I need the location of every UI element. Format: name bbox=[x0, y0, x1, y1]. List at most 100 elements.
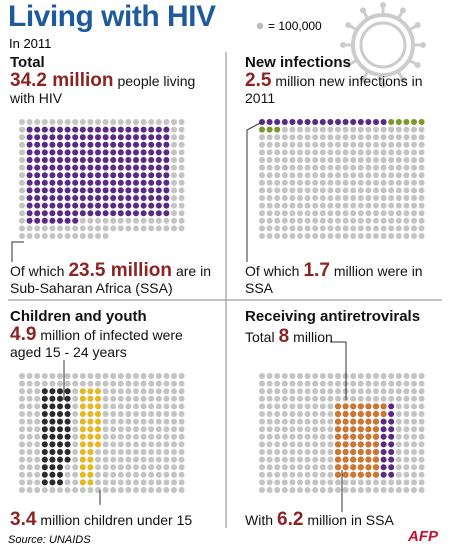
data-dot bbox=[49, 403, 56, 410]
grid-dot bbox=[327, 464, 334, 471]
grid-dot bbox=[395, 164, 402, 171]
grid-dot bbox=[380, 149, 387, 156]
grid-dot bbox=[274, 141, 281, 148]
data-dot bbox=[64, 134, 71, 141]
data-dot bbox=[102, 179, 109, 186]
grid-dot bbox=[418, 380, 425, 387]
grid-dot bbox=[259, 380, 265, 387]
data-dot bbox=[64, 217, 71, 224]
grid-dot bbox=[373, 388, 379, 395]
grid-dot bbox=[388, 487, 395, 493]
grid-dot bbox=[357, 210, 364, 217]
data-dot bbox=[373, 471, 379, 478]
grid-dot bbox=[365, 217, 372, 224]
grid-dot bbox=[403, 141, 410, 148]
grid-dot bbox=[281, 225, 288, 232]
grid-dot bbox=[350, 479, 357, 486]
grid-dot bbox=[388, 217, 395, 224]
grid-dot bbox=[259, 134, 265, 141]
grid-dot bbox=[95, 373, 101, 379]
grid-dot bbox=[266, 210, 273, 217]
grid-dot bbox=[274, 449, 281, 455]
grid-dot bbox=[155, 487, 162, 493]
grid-dot bbox=[289, 187, 296, 194]
grid-dot bbox=[350, 210, 357, 217]
grid-dot bbox=[304, 233, 311, 239]
grid-dot bbox=[418, 471, 425, 478]
grid-dot bbox=[274, 164, 281, 171]
grid-dot bbox=[373, 179, 379, 186]
data-dot bbox=[95, 179, 101, 186]
grid-dot bbox=[266, 217, 273, 224]
grid-dot bbox=[274, 210, 281, 217]
grid-dot bbox=[125, 373, 132, 379]
data-dot bbox=[79, 187, 86, 194]
data-dot bbox=[87, 233, 94, 239]
grid-dot bbox=[19, 441, 25, 448]
grid-dot bbox=[304, 134, 311, 141]
grid-dot bbox=[289, 202, 296, 209]
grid-dot bbox=[297, 157, 303, 163]
data-dot bbox=[79, 134, 86, 141]
data-dot bbox=[117, 164, 124, 171]
data-dot bbox=[49, 134, 56, 141]
grid-dot bbox=[178, 395, 185, 402]
data-dot bbox=[110, 149, 117, 156]
grid-dot bbox=[289, 179, 296, 186]
grid-dot bbox=[319, 233, 326, 239]
grid-dot bbox=[266, 373, 273, 379]
data-dot bbox=[57, 441, 63, 448]
grid-dot bbox=[335, 141, 341, 148]
data-dot bbox=[266, 126, 273, 133]
spike bbox=[349, 24, 358, 32]
data-dot bbox=[178, 164, 185, 171]
grid-dot bbox=[274, 418, 281, 425]
grid-dot bbox=[327, 403, 334, 410]
grid-dot bbox=[411, 403, 417, 410]
dot-grid bbox=[19, 119, 185, 239]
data-dot bbox=[178, 210, 185, 217]
grid-dot bbox=[319, 210, 326, 217]
data-dot bbox=[41, 471, 48, 478]
data-dot bbox=[365, 464, 372, 471]
sub-caption: million children under 15 bbox=[40, 512, 193, 528]
grid-dot bbox=[418, 210, 425, 217]
data-dot bbox=[148, 210, 155, 217]
data-dot bbox=[357, 464, 364, 471]
grid-dot bbox=[319, 225, 326, 232]
data-dot bbox=[64, 202, 71, 209]
data-dot bbox=[178, 157, 185, 163]
grid-dot bbox=[365, 202, 372, 209]
grid-dot bbox=[411, 179, 417, 186]
grid-dot bbox=[395, 418, 402, 425]
data-dot bbox=[373, 433, 379, 440]
data-dot bbox=[57, 395, 63, 402]
sub-prefix: Of which bbox=[10, 263, 65, 279]
grid-dot bbox=[110, 411, 117, 417]
data-dot bbox=[335, 433, 341, 440]
grid-dot bbox=[140, 418, 147, 425]
data-dot bbox=[26, 141, 33, 148]
data-dot bbox=[79, 403, 86, 410]
grid-dot bbox=[171, 426, 177, 433]
grid-dot bbox=[342, 172, 349, 179]
data-dot bbox=[133, 179, 139, 186]
grid-dot bbox=[274, 403, 281, 410]
grid-dot bbox=[411, 134, 417, 141]
grid-dot bbox=[403, 471, 410, 478]
grid-dot bbox=[281, 449, 288, 455]
grid-dot bbox=[19, 388, 25, 395]
grid-dot bbox=[102, 373, 109, 379]
data-dot bbox=[49, 388, 56, 395]
data-dot bbox=[373, 403, 379, 410]
data-dot bbox=[140, 134, 147, 141]
data-dot bbox=[102, 210, 109, 217]
grid-dot bbox=[418, 179, 425, 186]
grid-dot bbox=[418, 126, 425, 133]
grid-dot bbox=[403, 456, 410, 463]
grid-dot bbox=[304, 195, 311, 201]
grid-dot bbox=[297, 202, 303, 209]
grid-dot bbox=[388, 134, 395, 141]
lead-figure: 4.9 bbox=[10, 324, 37, 345]
data-dot bbox=[57, 225, 63, 232]
